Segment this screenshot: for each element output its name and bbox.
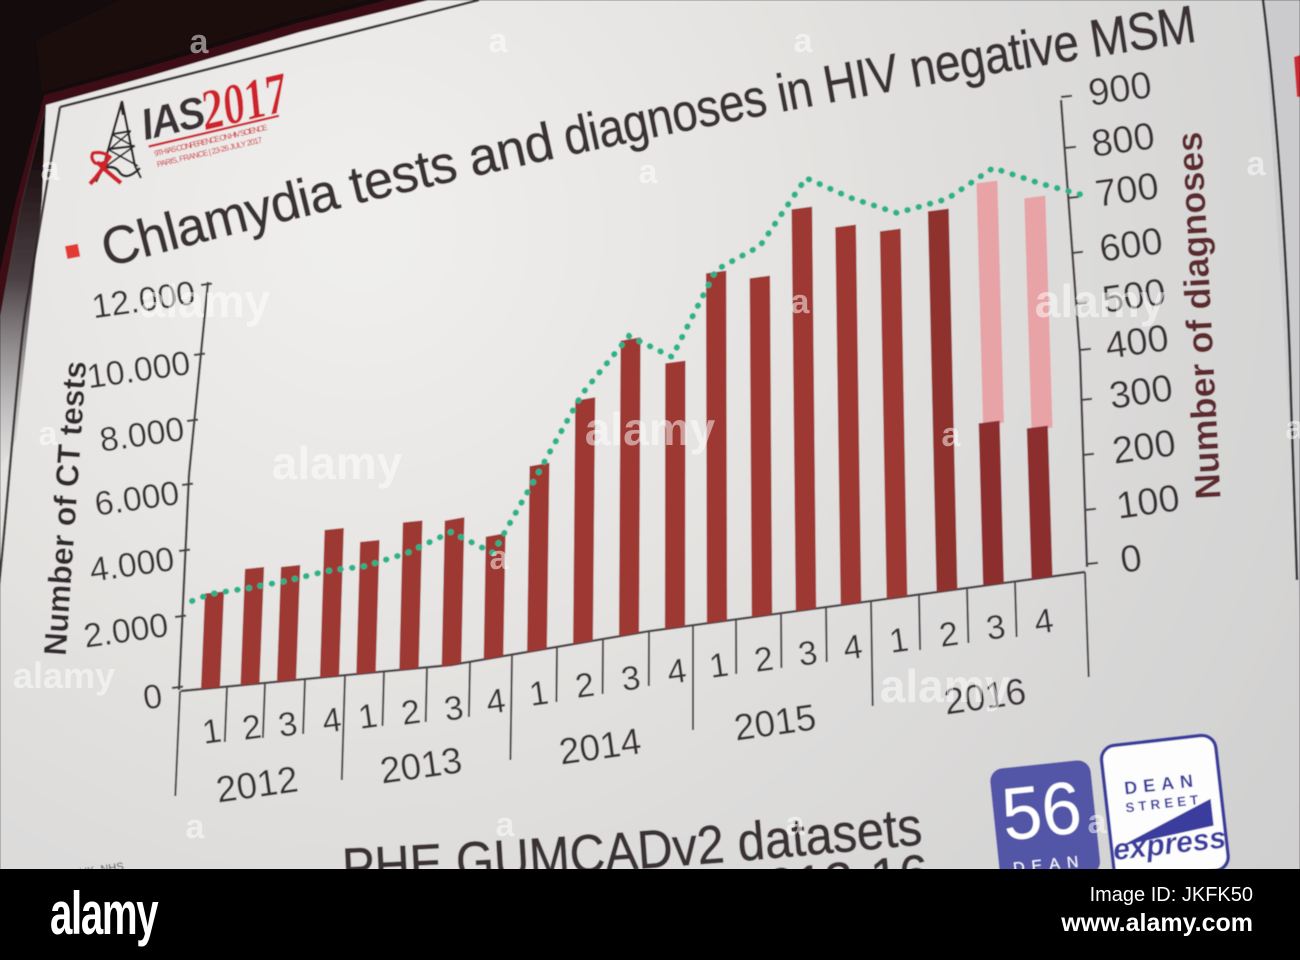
svg-text:alamy: alamy (140, 275, 271, 327)
svg-text:a: a (489, 22, 509, 60)
svg-text:a: a (41, 150, 61, 188)
svg-text:alamy: alamy (13, 655, 115, 696)
svg-text:www.alamy.com: www.alamy.com (1060, 909, 1253, 937)
svg-text:900: 900 (1086, 64, 1155, 114)
svg-text:alamy: alamy (272, 437, 403, 489)
svg-text:a: a (190, 23, 210, 61)
svg-text:200: 200 (1110, 422, 1179, 472)
svg-text:400: 400 (1103, 317, 1172, 367)
svg-text:a: a (39, 415, 59, 453)
svg-text:100: 100 (1114, 477, 1183, 527)
svg-text:700: 700 (1093, 165, 1162, 215)
svg-text:a: a (490, 539, 510, 577)
svg-text:800: 800 (1089, 115, 1158, 165)
svg-text:alamy: alamy (1035, 275, 1166, 327)
svg-text:alamy: alamy (585, 403, 716, 455)
svg-text:a: a (186, 808, 206, 846)
svg-text:a: a (1088, 803, 1108, 841)
svg-text:a: a (786, 805, 806, 843)
svg-text:a: a (1247, 145, 1267, 183)
svg-text:300: 300 (1107, 367, 1176, 417)
svg-text:56: 56 (998, 766, 1085, 856)
svg-text:500: 500 (1100, 271, 1169, 321)
svg-text:a: a (942, 416, 962, 454)
svg-text:alamy: alamy (880, 660, 1011, 712)
svg-text:Image ID: JKFK50: Image ID: JKFK50 (1090, 884, 1253, 906)
svg-text:a: a (794, 22, 814, 60)
svg-text:a: a (791, 283, 811, 321)
svg-text:alamy: alamy (50, 880, 159, 947)
svg-text:a: a (496, 806, 516, 844)
svg-text:600: 600 (1097, 220, 1166, 270)
svg-text:a: a (1286, 409, 1300, 447)
svg-text:a: a (639, 153, 659, 191)
